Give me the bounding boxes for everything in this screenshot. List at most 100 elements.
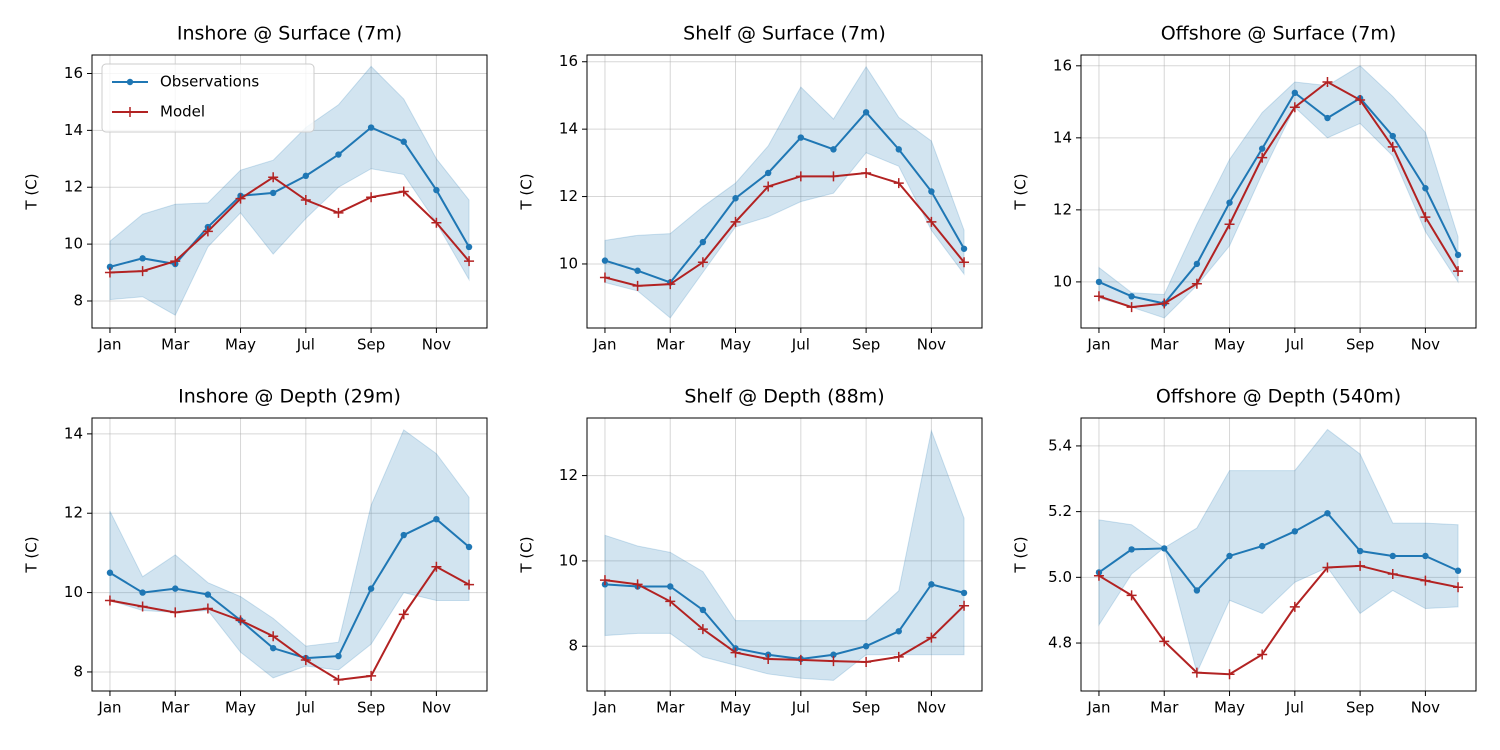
x-tick-label: May: [720, 699, 751, 717]
marker: [1126, 302, 1137, 313]
marker: [1356, 547, 1364, 555]
marker: [1095, 278, 1103, 286]
subplot-title: Offshore @ Surface (7m): [1161, 23, 1397, 45]
marker: [895, 146, 902, 153]
marker: [1289, 102, 1300, 113]
y-tick-label: 12: [559, 187, 578, 205]
marker: [137, 601, 148, 612]
y-axis-label: T (C): [23, 173, 41, 210]
marker: [202, 603, 213, 614]
marker: [1257, 649, 1268, 660]
x-tick-label: Jul: [296, 699, 315, 717]
y-tick-label: 5.0: [1048, 568, 1072, 586]
marker: [1420, 575, 1431, 586]
axes-frame: [91, 417, 488, 692]
legend-box: [101, 63, 315, 133]
y-tick-label: 12: [64, 178, 83, 196]
x-tick-label: Sep: [1346, 699, 1374, 717]
x-tick-label: May: [225, 336, 256, 354]
marker: [172, 585, 179, 592]
series-line: [604, 583, 965, 661]
range-band: [1098, 428, 1459, 675]
x-tick-label: Jul: [1285, 699, 1304, 717]
marker: [268, 172, 279, 183]
marker: [400, 531, 407, 539]
x-tick-label: Nov: [422, 336, 451, 354]
marker: [1226, 199, 1233, 206]
marker: [1191, 278, 1202, 289]
marker: [367, 585, 375, 592]
marker: [139, 255, 146, 262]
marker: [730, 647, 741, 658]
x-tick-label: Sep: [357, 336, 385, 354]
marker: [464, 256, 475, 267]
marker: [465, 543, 473, 551]
marker: [1453, 266, 1464, 277]
marker: [1224, 219, 1235, 230]
y-axis-label: T (C): [518, 536, 536, 573]
subplot-title: Shelf @ Surface (7m): [683, 23, 886, 45]
marker: [465, 243, 473, 251]
x-tick-label: Nov: [917, 336, 946, 354]
series-line: [1098, 512, 1459, 593]
marker: [1128, 293, 1135, 300]
marker: [599, 272, 610, 283]
marker: [300, 655, 311, 666]
marker: [1422, 552, 1429, 560]
marker: [1193, 260, 1201, 268]
x-tick-label: Jul: [791, 336, 810, 354]
marker: [367, 124, 375, 131]
marker: [1191, 667, 1202, 678]
marker: [464, 579, 475, 590]
marker: [1128, 546, 1135, 553]
x-tick-label: Nov: [1411, 699, 1440, 717]
marker: [1159, 636, 1170, 647]
marker: [268, 631, 279, 642]
subplot: Inshore @ Surface (7m) T (C) 8 10 12 14 16 Jan M…: [23, 23, 488, 354]
marker: [830, 651, 837, 658]
series-line: [109, 565, 470, 681]
x-tick-label: Mar: [656, 336, 685, 354]
marker: [1389, 552, 1396, 560]
subplot-title: Shelf @ Depth (88m): [684, 386, 884, 408]
x-tick-label: Mar: [161, 699, 190, 717]
x-tick-label: Jul: [791, 699, 810, 717]
marker: [1226, 552, 1233, 560]
marker: [959, 257, 970, 268]
y-tick-label: 8: [568, 637, 578, 655]
marker: [1387, 569, 1398, 580]
marker: [1324, 114, 1331, 122]
x-tick-label: Mar: [1150, 699, 1179, 717]
marker: [960, 589, 968, 597]
marker: [632, 280, 643, 291]
marker: [106, 569, 114, 576]
marker: [862, 109, 870, 116]
marker: [861, 167, 872, 178]
x-tick-label: Nov: [917, 699, 946, 717]
range-band: [1098, 65, 1459, 319]
series-line: [604, 171, 965, 287]
legend-marker: [126, 78, 134, 86]
y-tick-label: 5.2: [1048, 502, 1072, 520]
marker: [732, 195, 739, 202]
marker: [1093, 291, 1104, 302]
y-axis-label: T (C): [518, 173, 536, 210]
subplot: Offshore @ Surface (7m) T (C) 10 12 14 16 Jan M…: [1012, 23, 1477, 354]
x-tick-label: Jan: [97, 336, 121, 354]
marker: [730, 216, 741, 227]
marker: [893, 651, 904, 662]
marker: [893, 178, 904, 189]
x-tick-label: Mar: [656, 699, 685, 717]
y-tick-label: 10: [1053, 272, 1072, 290]
marker: [926, 632, 937, 643]
y-tick-label: 12: [1053, 200, 1072, 218]
marker: [601, 257, 609, 264]
marker: [366, 670, 377, 681]
y-tick-label: 14: [64, 121, 83, 139]
y-axis-label: T (C): [23, 536, 41, 573]
marker: [697, 624, 708, 635]
marker: [764, 169, 772, 177]
range-band: [109, 429, 470, 679]
marker: [398, 609, 409, 620]
marker: [433, 515, 440, 523]
